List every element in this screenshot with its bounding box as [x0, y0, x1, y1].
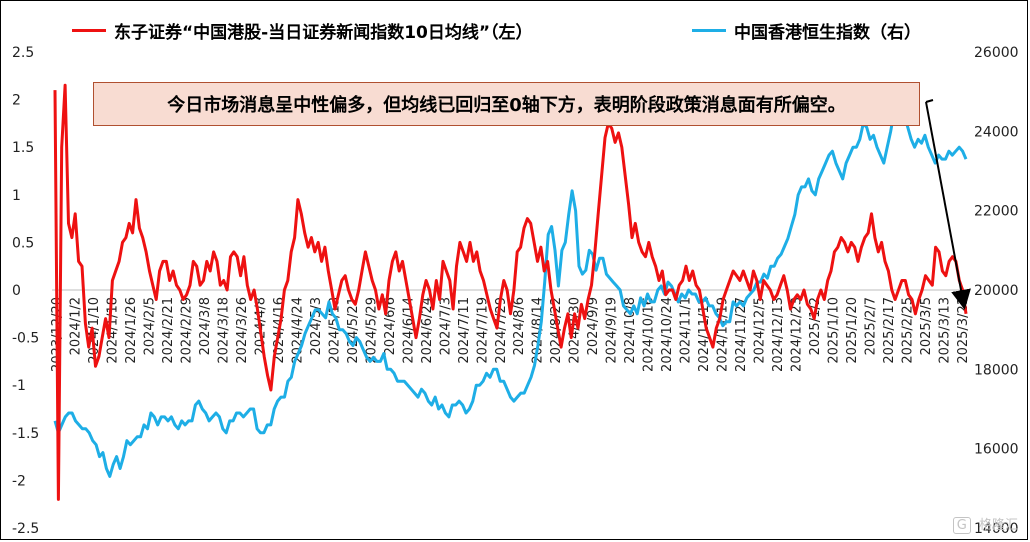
x-axis-tick-label: 2024/9/9 — [586, 297, 601, 355]
x-axis-tick-label: 2024/1/26 — [124, 297, 139, 364]
left-axis-tick-label: 2 — [12, 93, 21, 109]
right-axis-tick-label: 22000 — [974, 204, 1019, 220]
x-axis-tick-label: 2024/3/8 — [198, 297, 213, 355]
x-axis-tick-label: 2024/10/8 — [623, 297, 638, 364]
x-axis-tick-label: 2024/7/29 — [494, 297, 509, 364]
x-axis-tick-label: 2024/1/2 — [68, 297, 83, 355]
right-axis-tick-label: 24000 — [974, 124, 1019, 140]
legend-item-left-series: 东子证券“中国港股-当日证券新闻指数10日均线”（左） — [72, 18, 533, 43]
left-axis-tick-label: 0 — [12, 283, 21, 299]
watermark-logo-icon: G — [952, 517, 971, 534]
x-axis-tick-label: 2025/3/13 — [938, 297, 953, 364]
left-axis-tick-label: 1.5 — [12, 140, 34, 156]
x-axis-tick-label: 2024/7/11 — [457, 297, 472, 364]
left-axis-tick-label: -2 — [12, 473, 26, 489]
left-axis-tick-label: -0.5 — [12, 331, 39, 347]
watermark: G 格隆汇 — [952, 514, 1018, 534]
x-axis-tick-label: 2024/11/11 — [697, 297, 712, 372]
series-line-news-index-ma10 — [53, 83, 968, 501]
left-axis-tick-label: 2.5 — [12, 45, 34, 61]
watermark-text: 格隆汇 — [978, 518, 1018, 533]
x-axis-tick-label: 2024/12/5 — [753, 297, 768, 364]
legend-swatch-blue — [692, 29, 726, 32]
right-axis-tick-label: 14000 — [974, 521, 1019, 537]
x-axis-tick-label: 2024/5/21 — [346, 297, 361, 364]
x-axis-tick-label: 2025/1/10 — [827, 297, 842, 364]
x-axis-tick-label: 2024/5/29 — [364, 297, 379, 364]
left-axis-tick-label: -1.5 — [12, 426, 39, 442]
x-axis-tick-label: 2025/1/20 — [845, 297, 860, 364]
annotation-box: 今日市场消息呈中性偏多，但均线已回归至0轴下方，表明阶段政策消息面有所偏空。 — [93, 82, 920, 126]
x-axis-tick-label: 2024/2/21 — [161, 297, 176, 364]
x-axis-tick-label: 2024/8/6 — [512, 297, 527, 355]
x-axis-tick-label: 2024/2/5 — [142, 297, 157, 355]
x-axis-tick-label: 2025/2/17 — [882, 297, 897, 364]
left-axis-tick-label: -1 — [12, 378, 26, 394]
annotation-arrow — [925, 101, 971, 310]
x-axis-tick-label: 2024/10/16 — [642, 297, 657, 372]
x-axis-tick-label: 2024/12/13 — [771, 297, 786, 372]
right-axis-tick-label: 16000 — [974, 442, 1019, 458]
x-axis-tick-label: 2024/3/26 — [235, 297, 250, 364]
series-line-hang-seng-index — [53, 98, 968, 478]
x-axis-tick-label: 2024/6/24 — [420, 297, 435, 364]
x-axis-tick-label: 2024/9/19 — [605, 297, 620, 364]
x-axis-tick-label: 2025/2/7 — [864, 297, 879, 355]
left-axis-tick-label: 0.5 — [12, 235, 34, 251]
legend-item-right-series: 中国香港恒生指数（右） — [692, 18, 921, 43]
x-axis-tick-label: 2024/5/3 — [309, 297, 324, 355]
x-axis-tick-label: 2025/2/25 — [901, 297, 916, 364]
x-axis-tick-label: 2024/11/27 — [734, 297, 749, 372]
x-axis-tick-label: 2024/7/19 — [475, 297, 490, 364]
x-axis-tick-label: 2024/12/23 — [790, 297, 805, 372]
legend-label-right: 中国香港恒生指数（右） — [734, 23, 921, 43]
x-axis-tick-label: 2024/1/10 — [87, 297, 102, 364]
x-axis-tick-label: 2024/11/1 — [679, 297, 694, 364]
x-axis-tick-label: 2024/10/24 — [660, 297, 675, 372]
left-axis-tick-label: 1 — [12, 188, 21, 204]
x-axis-tick-label: 2024/2/29 — [179, 297, 194, 364]
x-axis-tick-label: 2025/3/21 — [956, 297, 971, 364]
x-axis-tick-label: 2024/11/19 — [716, 297, 731, 372]
legend-swatch-red — [72, 29, 106, 32]
left-axis-tick-label: -2.5 — [12, 521, 39, 537]
legend-label-left: 东子证券“中国港股-当日证券新闻指数10日均线”（左） — [114, 23, 533, 43]
x-axis-tick-label: 2024/7/3 — [438, 297, 453, 355]
annotation-arrow-tail — [925, 99, 934, 103]
x-axis-tick-label: 2024/3/18 — [216, 297, 231, 364]
right-axis-tick-label: 20000 — [974, 283, 1019, 299]
x-axis-tick-label: 2025/3/5 — [919, 297, 934, 355]
right-axis-tick-label: 26000 — [974, 45, 1019, 61]
right-axis-tick-label: 18000 — [974, 362, 1019, 378]
